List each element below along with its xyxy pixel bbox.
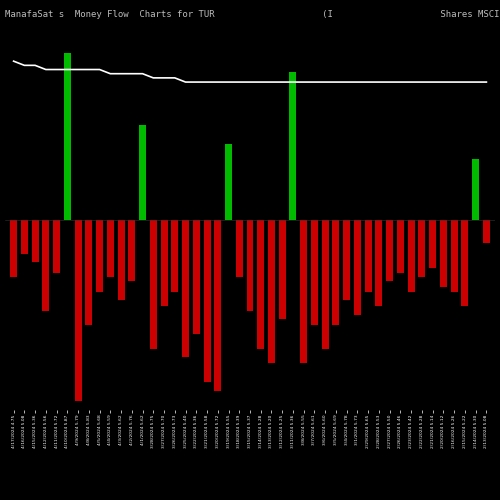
Bar (74, 220, 82, 400)
Bar (429, 220, 436, 268)
Bar (236, 220, 242, 277)
Bar (118, 220, 124, 300)
Bar (311, 220, 318, 324)
Bar (278, 220, 285, 319)
Bar (96, 220, 103, 292)
Bar (160, 220, 168, 306)
Bar (364, 220, 372, 292)
Bar (182, 220, 189, 357)
Bar (225, 144, 232, 220)
Bar (86, 220, 92, 324)
Bar (42, 220, 50, 311)
Bar (128, 220, 136, 281)
Bar (32, 220, 38, 262)
Text: ManafaSat s  Money Flow  Charts for TUR                    (I                   : ManafaSat s Money Flow Charts for TUR (I (5, 10, 500, 19)
Bar (268, 220, 275, 362)
Bar (172, 220, 178, 292)
Bar (214, 220, 222, 391)
Bar (386, 220, 393, 281)
Bar (343, 220, 350, 300)
Bar (418, 220, 426, 277)
Bar (354, 220, 361, 315)
Bar (332, 220, 340, 324)
Bar (10, 220, 17, 277)
Bar (246, 220, 254, 311)
Bar (472, 159, 479, 220)
Bar (193, 220, 200, 334)
Bar (408, 220, 414, 292)
Bar (150, 220, 157, 349)
Bar (258, 220, 264, 349)
Bar (290, 72, 296, 220)
Bar (107, 220, 114, 277)
Bar (204, 220, 210, 382)
Bar (139, 125, 146, 220)
Bar (440, 220, 447, 286)
Bar (300, 220, 307, 362)
Bar (322, 220, 328, 349)
Bar (64, 53, 71, 220)
Bar (483, 220, 490, 243)
Bar (376, 220, 382, 306)
Bar (53, 220, 60, 273)
Bar (450, 220, 458, 292)
Bar (21, 220, 28, 254)
Bar (462, 220, 468, 306)
Bar (397, 220, 404, 273)
